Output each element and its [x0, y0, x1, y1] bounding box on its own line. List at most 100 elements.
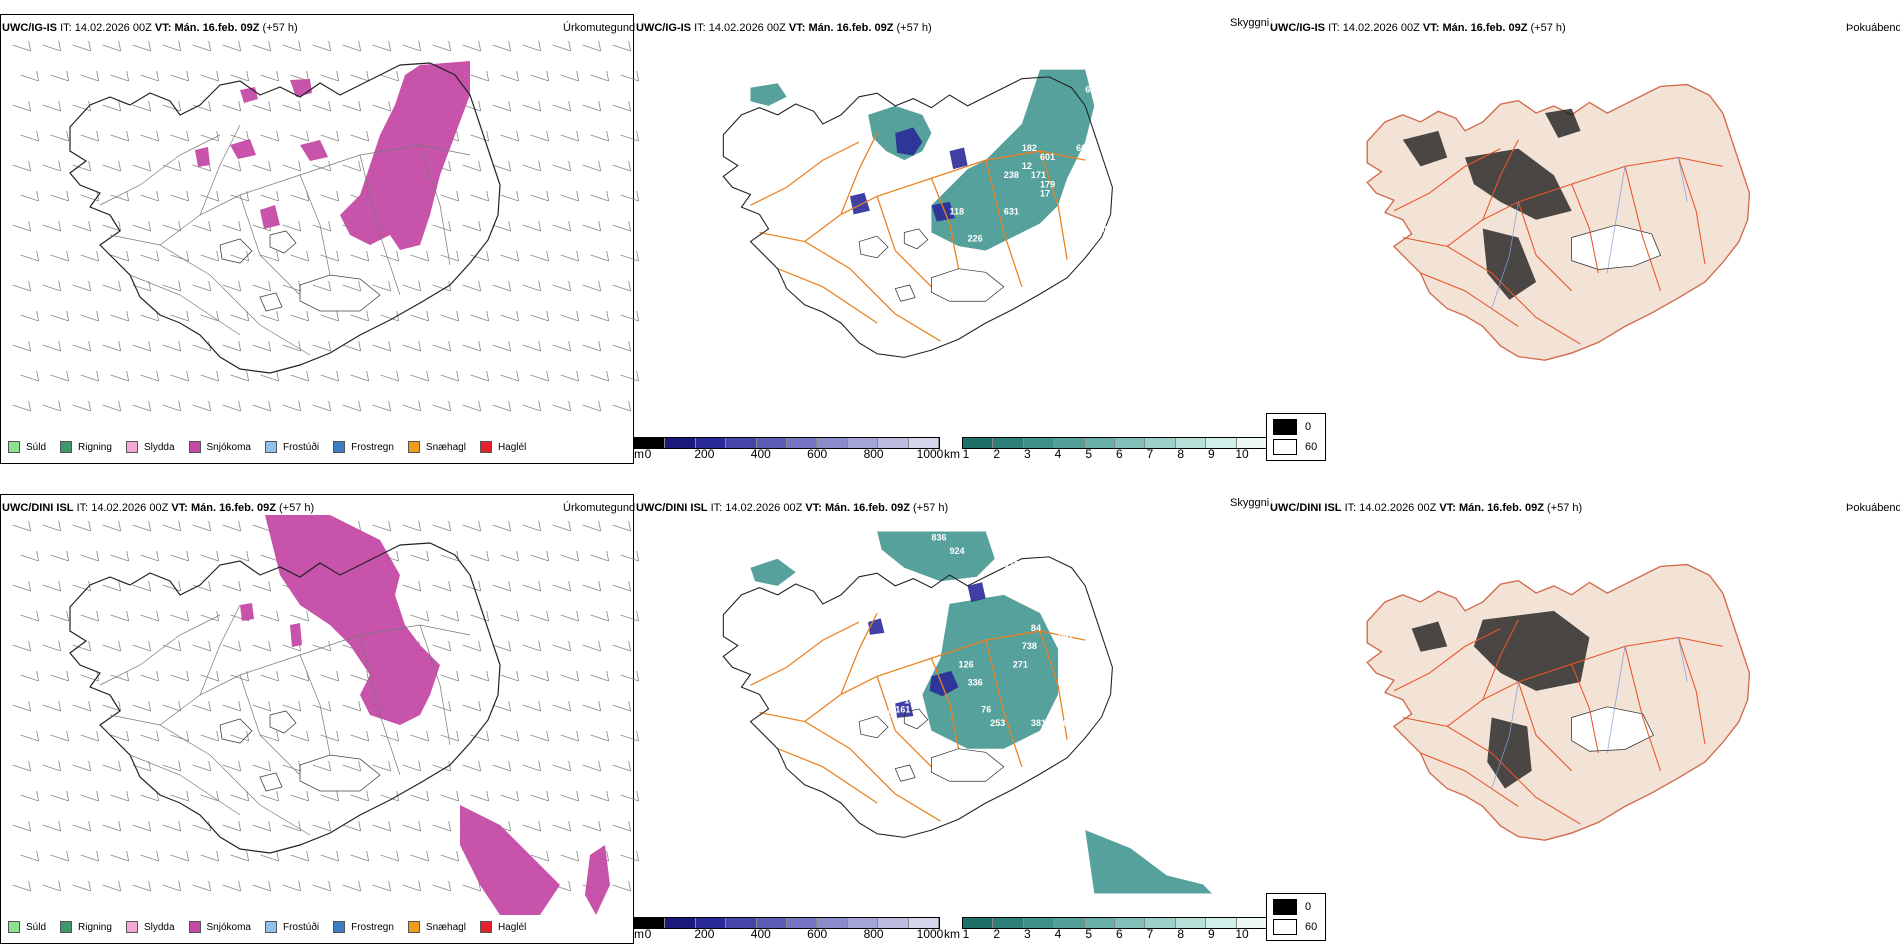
snow-area	[230, 139, 256, 159]
forecast-header: UWC/DINI ISL IT: 14.02.2026 00Z VT: Mán.…	[636, 501, 948, 515]
colorbar-segment	[817, 438, 848, 448]
colorbar-tick-label: 9	[1207, 447, 1215, 461]
glacier-outline	[259, 772, 283, 792]
row-top: UWC/IG-IS IT: 14.02.2026 00Z VT: Mán. 16…	[0, 0, 1900, 470]
colorbar-segment	[1084, 918, 1116, 928]
iceland-coastline	[722, 76, 1113, 358]
precip-legend-swatch	[188, 921, 201, 933]
visibility-title: Skyggni	[1230, 497, 1270, 509]
colorbar-tick-label: 400	[750, 447, 771, 461]
precip-legend-item: Súld	[8, 921, 46, 933]
fog-legend-row: 60	[1273, 439, 1317, 455]
precip-type-title: Úrkomutegund	[563, 502, 636, 514]
colorbar-tick-label: 200	[694, 447, 715, 461]
colorbar-tick-label: 9	[1207, 927, 1215, 941]
visibility-value-label: 157	[904, 170, 919, 180]
visibility-value-label: 311	[1058, 596, 1073, 606]
road	[1517, 681, 1573, 772]
colorbar-segment	[635, 918, 666, 928]
precip-legend-swatch	[188, 441, 201, 453]
road	[1039, 630, 1068, 740]
road	[109, 714, 311, 836]
it-label: IT:	[710, 502, 723, 514]
precip-legend-swatch	[333, 441, 346, 453]
road	[777, 268, 878, 324]
lead-time: (+57 h)	[896, 22, 932, 34]
precip-legend-item: Rigning	[60, 441, 112, 453]
precip-legend-swatch	[125, 921, 138, 933]
fog-index-map[interactable]	[1305, 520, 1865, 915]
vt-value: Mán. 16.feb. 09Z	[824, 502, 910, 514]
road	[1402, 716, 1581, 825]
visibility-value-label: 760	[1058, 718, 1073, 728]
visibility-colorbar	[962, 437, 1268, 449]
road	[1571, 183, 1599, 274]
precip-legend-label: Rigning	[78, 441, 112, 453]
ceiling-ticks: 0 200 400 600 800 1000	[644, 447, 944, 461]
precip-type-map[interactable]	[0, 35, 640, 435]
fog-dense-area	[1402, 130, 1448, 167]
visibility-value-label: 94	[1004, 573, 1014, 583]
precip-legend-swatch	[407, 921, 420, 933]
visibility-value-label: 179	[1040, 179, 1055, 189]
precip-legend-item: Haglél	[479, 441, 526, 453]
colorbar-tick-label: 2	[993, 927, 1000, 941]
colorbar-tick-label: 0	[644, 447, 652, 461]
colorbar-tick-label: 1	[962, 927, 970, 941]
ceiling-ticks: 0 200 400 600 800 1000	[644, 927, 944, 941]
colorbar-tick-label: 10	[1235, 447, 1249, 461]
visibility-value-label: 172	[959, 134, 974, 144]
it-label: IT:	[76, 502, 89, 514]
visibility-value-label: 271	[1013, 659, 1028, 669]
colorbar-tick-label: 600	[807, 447, 828, 461]
river	[1677, 637, 1688, 683]
colorbar-tick-label: 5	[1085, 927, 1092, 941]
fog-swatch	[1273, 919, 1297, 935]
colorbar-tick-label: 3	[1023, 927, 1031, 941]
colorbar-tick-label: 0	[644, 927, 652, 941]
colorbar-tick-label: 4	[1054, 927, 1062, 941]
visibility-value-label: 310	[986, 98, 1001, 108]
road	[930, 177, 960, 269]
colorbar-tick-label: 800	[863, 927, 884, 941]
lead-time: (+57 h)	[262, 22, 298, 34]
fog-dense-area	[1411, 621, 1448, 652]
visibility-value-label: 238	[1004, 170, 1019, 180]
fog-title: Þokuábendi	[1846, 22, 1900, 34]
colorbar-segment	[695, 918, 727, 928]
colorbar-segment	[726, 918, 757, 928]
visibility-value-label: 76	[981, 705, 991, 715]
river	[1606, 166, 1626, 274]
glacier-outline	[299, 274, 381, 312]
colorbar-segment	[1054, 918, 1085, 928]
road	[1482, 139, 1519, 220]
road	[1624, 166, 1662, 292]
fog-index-map[interactable]	[1305, 40, 1865, 435]
colorbar-tick-label: 8	[1177, 447, 1184, 461]
road	[1482, 619, 1519, 700]
vt-value: Mán. 16.feb. 09Z	[174, 22, 260, 34]
road	[1517, 201, 1573, 292]
visibility-value-label: 139	[1040, 224, 1055, 234]
lead-time: (+57 h)	[913, 502, 949, 514]
visibility-map[interactable]: 979 685 816 660 601 179 631 544 238 451 139 226 118 3…	[660, 35, 1230, 430]
snow-area	[265, 515, 440, 725]
road	[199, 124, 241, 216]
ceiling-colorbar	[634, 917, 940, 929]
iceland-land	[1366, 563, 1751, 841]
glacier-outline	[903, 708, 929, 730]
fog-legend-row: 60	[1273, 919, 1317, 935]
fog-title: Þokuábendi	[1846, 502, 1900, 514]
road	[930, 657, 960, 749]
vt-value: Mán. 16.feb. 09Z	[1442, 22, 1528, 34]
visibility-value-label: 138	[904, 206, 919, 216]
precip-type-map[interactable]	[0, 515, 640, 915]
low-visibility-area	[931, 69, 1095, 251]
road	[1420, 752, 1519, 807]
fog-dense-area	[1545, 108, 1581, 138]
precip-legend-swatch	[8, 441, 20, 453]
precip-legend-swatch	[407, 441, 420, 453]
glacier-outline	[903, 228, 929, 250]
iceland-coastline	[722, 556, 1113, 838]
